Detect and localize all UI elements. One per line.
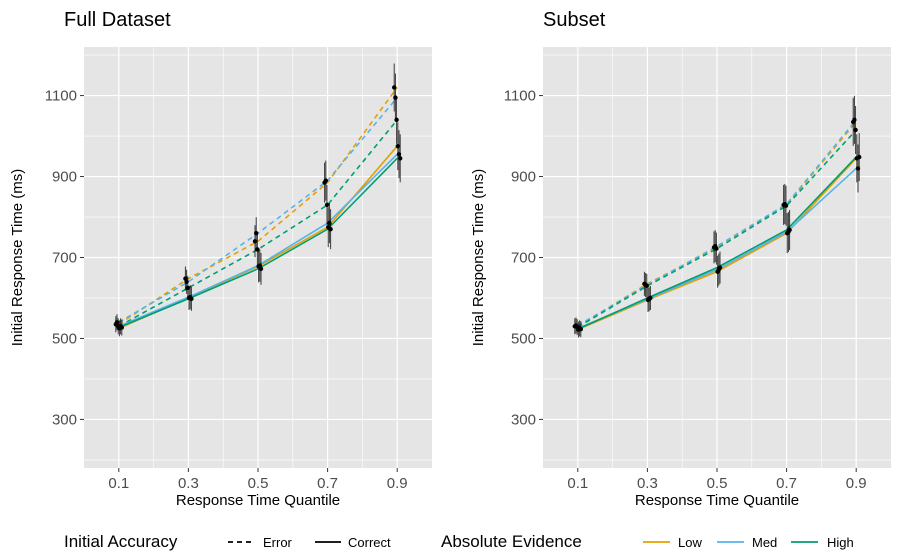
y-tick-label: 1100 (504, 88, 536, 105)
y-axis-title: Initial Response Time (ms) (9, 169, 26, 347)
x-tick-label: 0.1 (567, 475, 588, 492)
data-point (258, 266, 264, 272)
x-tick-label: 0.5 (707, 475, 728, 492)
y-tick-label: 900 (52, 169, 77, 186)
x-tick-label: 0.7 (317, 475, 338, 492)
data-point (394, 117, 399, 123)
y-tick-label: 300 (52, 411, 77, 428)
x-tick-label: 0.3 (178, 475, 199, 492)
y-tick-label: 900 (511, 169, 536, 186)
data-point (853, 127, 858, 133)
x-tick-label: 0.5 (248, 475, 269, 492)
legend-label-error: Error (263, 535, 293, 550)
series-line-correct-high (118, 157, 398, 329)
legend-label-med: Med (752, 535, 777, 550)
data-point (324, 202, 330, 208)
y-tick-label: 700 (511, 250, 536, 267)
data-point (857, 154, 862, 160)
y-tick-label: 300 (511, 411, 536, 428)
legend-title-evidence: Absolute Evidence (441, 532, 582, 551)
data-point (787, 227, 792, 233)
x-tick-label: 0.7 (776, 475, 797, 492)
x-tick-label: 0.3 (637, 475, 658, 492)
series-line-correct-high (577, 156, 857, 330)
y-axis-title: Initial Response Time (ms) (470, 169, 487, 347)
x-axis-title: Response Time Quantile (176, 492, 340, 509)
data-point (578, 326, 583, 332)
panel-title: Full Dataset (64, 9, 171, 31)
data-point (328, 226, 333, 232)
y-tick-label: 500 (52, 330, 77, 347)
legend-label-correct: Correct (348, 535, 391, 550)
x-tick-label: 0.1 (108, 475, 129, 492)
y-tick-label: 500 (511, 330, 536, 347)
y-tick-label: 700 (52, 250, 77, 267)
legend-label-low: Low (678, 535, 702, 550)
series-line-error-low (577, 121, 857, 328)
data-point (119, 325, 125, 330)
legend-label-high: High (827, 535, 854, 550)
data-point (323, 178, 328, 183)
data-point (717, 265, 723, 270)
x-tick-label: 0.9 (387, 475, 408, 492)
data-point (189, 296, 194, 301)
chart-panel-2: 300 500 700 900 1100 0.1 0.3 0.5 0.7 0.9 Subset Res… (470, 9, 891, 509)
data-point (644, 283, 649, 289)
legend-title-accuracy: Initial Accuracy (64, 532, 178, 551)
data-point (398, 156, 403, 161)
data-point (783, 203, 789, 208)
panel-title: Subset (543, 9, 606, 31)
y-tick-label: 1100 (45, 88, 77, 105)
data-point (714, 246, 719, 251)
x-axis-title: Response Time Quantile (635, 492, 799, 509)
chart-panel-1: 300 500 700 900 1100 0.1 0.3 0.5 0.7 0.9 Full Data… (9, 9, 432, 509)
legend: Initial Accuracy Error Correct Absolute Evi… (64, 532, 854, 551)
x-tick-label: 0.9 (846, 475, 867, 492)
data-point (648, 295, 653, 301)
series-line-error-low (118, 87, 398, 325)
